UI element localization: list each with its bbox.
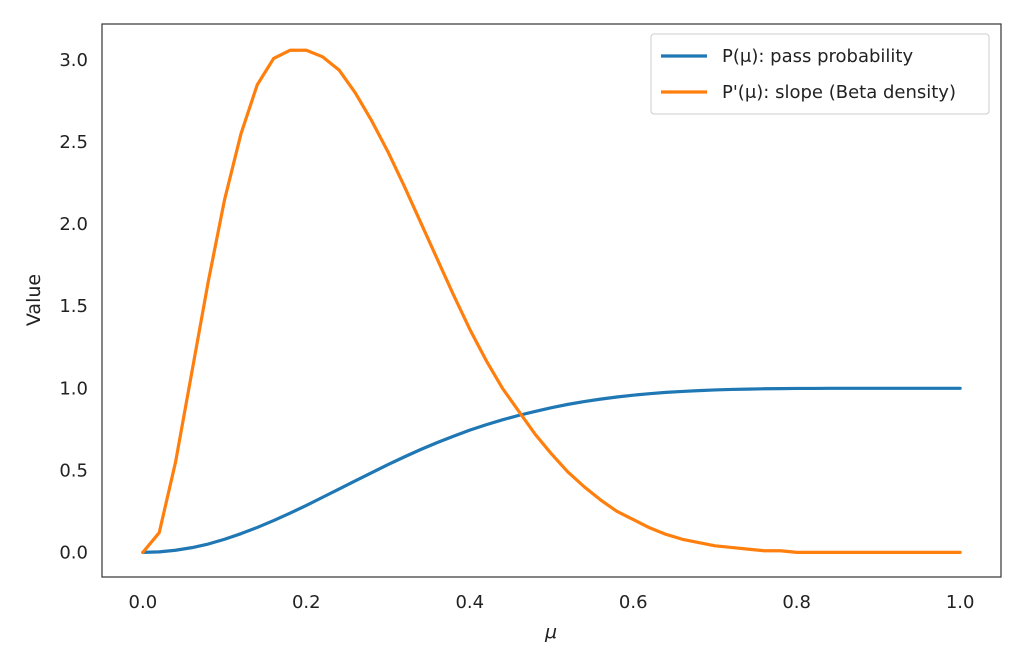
- y-tick-label: 3.0: [59, 50, 88, 71]
- x-axis-label: μ: [544, 621, 557, 643]
- x-tick-label: 0.8: [782, 592, 811, 613]
- y-tick-labels: 0.0 0.5 1.0 1.5 2.0 2.5 3.0: [59, 50, 88, 563]
- y-tick-label: 1.0: [59, 378, 88, 399]
- x-tick-label: 0.0: [129, 592, 158, 613]
- legend-label-2: P'(μ): slope (Beta density): [722, 82, 956, 103]
- x-tick-label: 0.6: [619, 592, 648, 613]
- y-tick-label: 2.5: [59, 132, 88, 153]
- plot-area-frame: [101, 23, 1002, 578]
- x-tick-label: 0.4: [455, 592, 484, 613]
- series-layer: [141, 48, 962, 554]
- x-tick-label: 0.2: [292, 592, 321, 613]
- x-tick-label: 1.0: [946, 592, 975, 613]
- legend: P(μ): pass probability P'(μ): slope (Beta…: [650, 33, 990, 115]
- y-axis-label: Value: [23, 274, 45, 326]
- legend-box: [650, 33, 990, 115]
- legend-label-1: P(μ): pass probability: [722, 46, 913, 67]
- series-line-1: [141, 386, 962, 554]
- x-tick-labels: 0.0 0.2 0.4 0.6 0.8 1.0: [129, 592, 975, 613]
- y-tick-label: 1.5: [59, 296, 88, 317]
- y-tick-label: 0.0: [59, 542, 88, 563]
- series-line-2: [141, 48, 962, 554]
- y-tick-label: 2.0: [59, 214, 88, 235]
- y-tick-label: 0.5: [59, 460, 88, 481]
